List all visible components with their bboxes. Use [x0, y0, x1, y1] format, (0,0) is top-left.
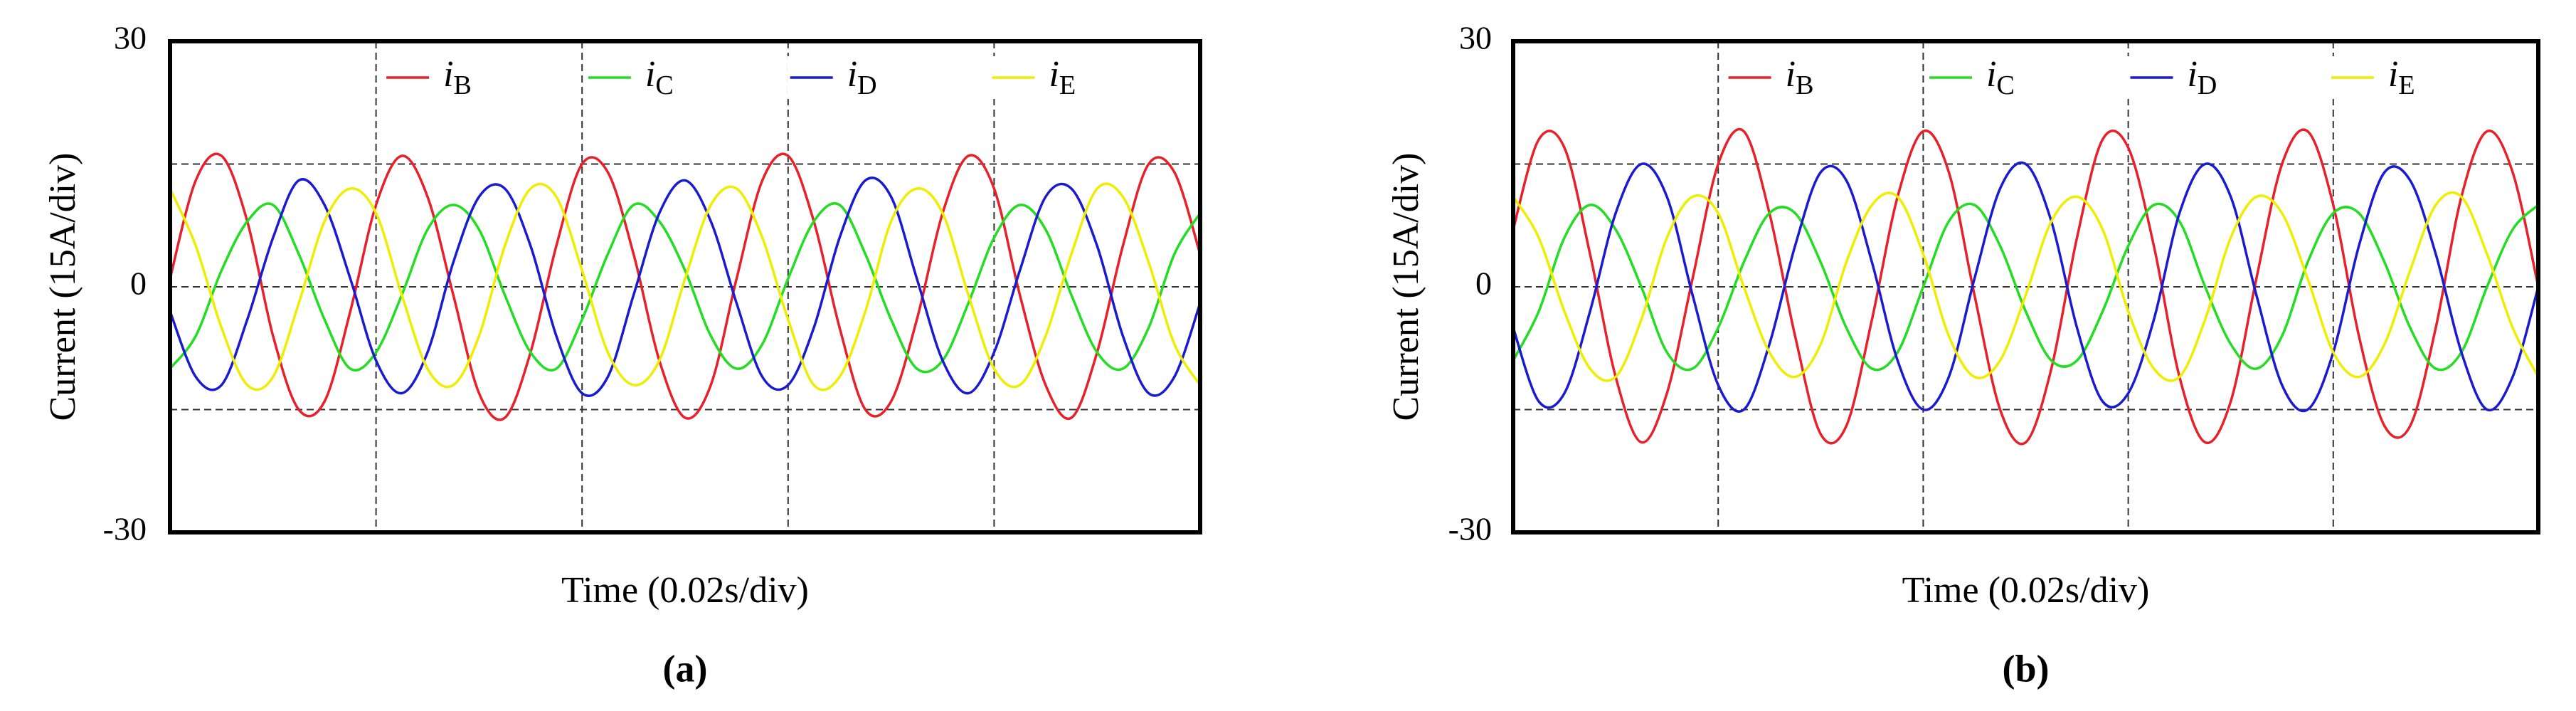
- series-line: [169, 182, 1202, 391]
- legend-label: iB: [443, 54, 472, 100]
- plot-frame: [168, 39, 1202, 534]
- series-line: [1512, 202, 2540, 372]
- panel: -30 0 30 iB iC iD iE Current (15A/div) Time (0.0…: [1386, 20, 2540, 690]
- legend-label: iE: [2388, 54, 2415, 100]
- x-axis-label: Time (0.02s/div): [1902, 570, 2150, 611]
- y-axis-label: Current (15A/div): [1386, 153, 1426, 421]
- series-line: [1512, 191, 2540, 382]
- y-tick-label: -30: [1448, 511, 1492, 547]
- caption: (a): [663, 647, 708, 690]
- series-line: [169, 177, 1202, 397]
- legend-label: iC: [1986, 54, 2015, 100]
- y-tick-label: 0: [130, 265, 147, 302]
- series-line: [169, 202, 1202, 374]
- y-tick-label: 0: [1475, 265, 1492, 302]
- y-tick-label: 30: [114, 20, 147, 56]
- caption: (b): [2003, 647, 2050, 690]
- y-axis-label: Current (15A/div): [43, 153, 83, 421]
- series-line: [1512, 127, 2540, 446]
- series-line: [169, 152, 1202, 421]
- x-axis-label: Time (0.02s/div): [561, 570, 809, 611]
- panel: -30 0 30 iB iC iD iE Current (15A/div) Time (0.0…: [43, 20, 1202, 690]
- y-tick-label: -30: [103, 511, 147, 547]
- legend-label: iC: [645, 54, 674, 100]
- series-line: [1512, 161, 2540, 413]
- legend-label: iE: [1049, 54, 1076, 100]
- legend-label: iD: [2187, 54, 2217, 100]
- legend-label: iB: [1786, 54, 1814, 100]
- legend-label: iD: [847, 54, 877, 100]
- y-tick-label: 30: [1459, 20, 1492, 56]
- plot-frame: [1511, 39, 2540, 534]
